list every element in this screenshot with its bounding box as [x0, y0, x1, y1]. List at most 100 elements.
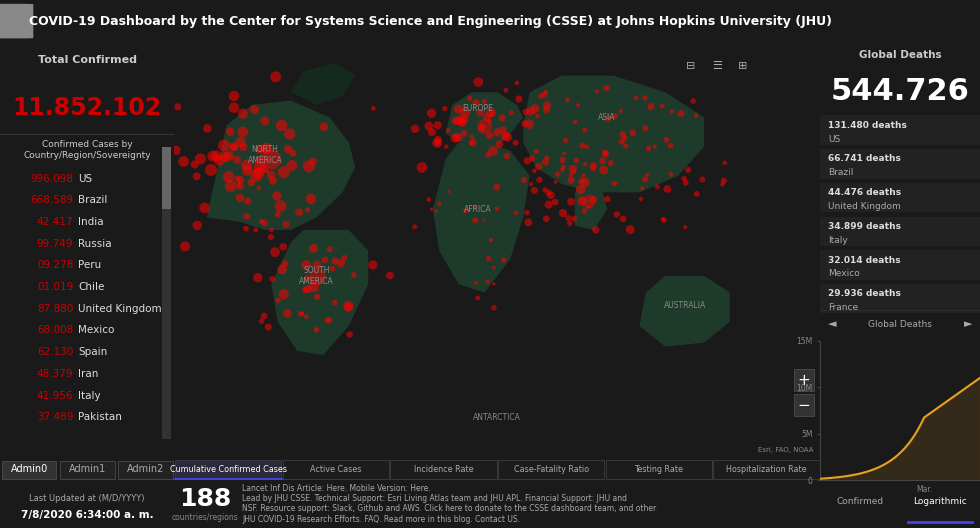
Point	[504, 109, 519, 117]
Point	[518, 108, 534, 116]
Point	[538, 214, 554, 223]
Point	[254, 217, 270, 225]
Point	[299, 261, 315, 269]
Text: 668.589: 668.589	[30, 195, 74, 205]
Point	[465, 133, 480, 142]
Point	[301, 162, 317, 171]
Point	[309, 271, 324, 280]
Point	[585, 195, 601, 204]
Point	[637, 175, 653, 184]
Text: Hospitalization Rate: Hospitalization Rate	[726, 465, 807, 474]
Point	[309, 261, 324, 269]
Point	[607, 179, 622, 187]
Point	[285, 149, 301, 157]
Point	[539, 154, 555, 163]
Text: US: US	[828, 135, 841, 144]
Point	[264, 226, 279, 234]
Point	[495, 126, 511, 134]
Point	[531, 175, 547, 184]
Point	[539, 106, 555, 114]
Point	[714, 180, 730, 188]
Point	[641, 144, 657, 153]
Point	[494, 114, 510, 122]
Point	[585, 162, 601, 170]
Polygon shape	[446, 92, 523, 146]
Point	[511, 95, 526, 103]
Point	[175, 157, 191, 166]
Point	[268, 73, 283, 81]
Point	[650, 183, 665, 191]
Point	[273, 121, 289, 130]
Point	[232, 182, 248, 190]
Point	[257, 312, 272, 320]
Point	[226, 143, 242, 151]
Text: 544.726: 544.726	[831, 78, 969, 107]
Text: 62.130: 62.130	[37, 347, 74, 357]
Text: ☰: ☰	[711, 61, 722, 71]
Point	[555, 165, 570, 174]
Point	[716, 176, 732, 185]
Point	[633, 195, 649, 203]
Point	[523, 180, 539, 188]
Point	[521, 120, 537, 128]
FancyBboxPatch shape	[2, 461, 57, 479]
Text: United Kingdom: United Kingdom	[78, 304, 162, 314]
Point	[555, 156, 570, 164]
Text: AFRICA: AFRICA	[465, 204, 492, 214]
Text: 131.480 deaths: 131.480 deaths	[828, 121, 907, 130]
FancyBboxPatch shape	[0, 4, 33, 39]
Point	[473, 121, 489, 130]
Point	[622, 225, 638, 234]
Point	[450, 133, 465, 142]
Point	[428, 207, 444, 215]
Point	[342, 331, 358, 339]
Point	[508, 138, 523, 147]
Point	[187, 160, 203, 168]
Point	[655, 215, 670, 223]
Point	[327, 257, 343, 265]
Point	[240, 166, 256, 175]
Point	[265, 275, 280, 283]
Point	[678, 178, 694, 187]
Text: 66.741 deaths: 66.741 deaths	[828, 155, 902, 164]
Point	[300, 285, 316, 294]
Point	[498, 86, 514, 95]
Point	[456, 115, 471, 123]
Point	[483, 108, 499, 117]
Point	[480, 278, 496, 286]
Point	[226, 103, 242, 112]
Point	[480, 151, 496, 159]
Point	[533, 92, 549, 100]
Point	[489, 183, 505, 191]
Point	[431, 200, 447, 208]
Text: Lancet Inf Dis Article: Here. Mobile Version: Here.: Lancet Inf Dis Article: Here. Mobile Ver…	[242, 484, 431, 493]
Text: 01.019: 01.019	[37, 282, 74, 292]
Point	[475, 216, 491, 224]
Point	[598, 148, 613, 157]
Point	[680, 166, 696, 174]
FancyBboxPatch shape	[820, 284, 980, 313]
Text: ANTARCTICA: ANTARCTICA	[473, 413, 521, 422]
Point	[486, 280, 502, 288]
Text: Testing Rate: Testing Rate	[634, 465, 683, 474]
Point	[588, 225, 604, 234]
Point	[319, 316, 335, 324]
Point	[566, 167, 582, 176]
Point	[321, 316, 337, 324]
Point	[677, 223, 693, 231]
Point	[500, 133, 515, 142]
Text: Confirmed: Confirmed	[837, 497, 884, 506]
Point	[299, 274, 315, 282]
FancyBboxPatch shape	[118, 461, 172, 479]
Point	[486, 304, 502, 312]
Text: ►: ►	[963, 319, 972, 329]
Point	[430, 121, 446, 129]
Point	[258, 146, 273, 155]
Point	[573, 177, 589, 186]
Point	[454, 116, 469, 125]
Point	[248, 226, 264, 234]
Text: ⊟: ⊟	[686, 61, 696, 71]
Point	[481, 254, 497, 263]
Polygon shape	[639, 276, 730, 347]
FancyBboxPatch shape	[282, 460, 389, 479]
